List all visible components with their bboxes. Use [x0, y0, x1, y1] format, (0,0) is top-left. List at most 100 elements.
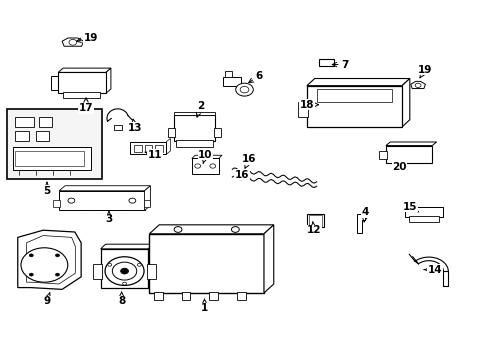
Polygon shape [51, 76, 58, 90]
Bar [143, 201, 150, 207]
Text: 19: 19 [417, 64, 431, 78]
Bar [39, 117, 52, 127]
Bar [378, 151, 386, 159]
Circle shape [235, 83, 253, 96]
Polygon shape [144, 186, 150, 211]
Circle shape [69, 40, 77, 45]
Polygon shape [149, 225, 273, 234]
Bar [93, 264, 102, 279]
Circle shape [194, 164, 200, 168]
Circle shape [56, 254, 60, 257]
Bar [176, 140, 212, 147]
Polygon shape [264, 225, 273, 293]
Bar [308, 215, 322, 226]
Bar [209, 292, 218, 300]
Bar [154, 292, 162, 300]
Bar [144, 145, 152, 152]
Polygon shape [62, 38, 83, 46]
Bar [15, 131, 29, 140]
Polygon shape [18, 230, 81, 289]
Circle shape [68, 198, 75, 203]
Polygon shape [26, 235, 75, 284]
Bar [134, 145, 142, 152]
Text: 1: 1 [201, 299, 208, 314]
Bar [130, 141, 166, 154]
Text: 3: 3 [105, 211, 112, 224]
Text: 14: 14 [423, 265, 441, 275]
Polygon shape [401, 78, 409, 127]
Polygon shape [106, 68, 111, 93]
Text: 12: 12 [306, 222, 320, 235]
Text: 9: 9 [43, 293, 50, 306]
Bar [13, 147, 91, 170]
Bar [408, 216, 438, 222]
Bar [167, 128, 174, 137]
Bar [101, 249, 148, 288]
Text: 2: 2 [196, 102, 204, 117]
Circle shape [107, 264, 111, 266]
Bar [222, 77, 241, 86]
Bar [405, 207, 443, 217]
Bar [318, 59, 333, 66]
Bar [63, 93, 100, 98]
Circle shape [105, 257, 144, 285]
Bar [15, 150, 83, 166]
Circle shape [231, 226, 239, 232]
Text: 16: 16 [234, 170, 249, 180]
Polygon shape [385, 142, 436, 145]
Circle shape [137, 264, 141, 266]
Text: 15: 15 [402, 202, 417, 212]
Text: 16: 16 [242, 154, 256, 168]
Text: 8: 8 [118, 292, 125, 306]
Circle shape [29, 273, 33, 276]
Bar [155, 145, 163, 152]
Polygon shape [148, 244, 153, 288]
Polygon shape [58, 68, 111, 72]
Polygon shape [306, 78, 409, 86]
Text: 4: 4 [361, 207, 368, 222]
Text: 18: 18 [299, 100, 318, 110]
Circle shape [240, 86, 248, 93]
Bar [306, 214, 324, 227]
Bar [214, 128, 221, 137]
Bar [53, 201, 60, 207]
Bar [298, 102, 307, 117]
Polygon shape [356, 214, 365, 233]
Bar [237, 292, 245, 300]
Circle shape [29, 254, 33, 257]
Circle shape [129, 198, 136, 203]
Circle shape [414, 83, 420, 87]
Polygon shape [101, 244, 153, 249]
Circle shape [209, 164, 215, 168]
Bar [224, 71, 231, 77]
Bar [191, 158, 218, 174]
Text: 20: 20 [391, 162, 406, 172]
Polygon shape [166, 138, 170, 154]
Bar [36, 131, 49, 140]
Text: 10: 10 [198, 150, 212, 163]
Circle shape [174, 226, 182, 232]
Circle shape [121, 268, 128, 274]
Bar [149, 234, 264, 293]
Circle shape [21, 248, 68, 282]
Bar [173, 112, 215, 116]
Polygon shape [410, 81, 425, 89]
Circle shape [56, 273, 60, 276]
Text: 13: 13 [127, 119, 142, 133]
Bar [15, 117, 34, 127]
Text: 17: 17 [79, 98, 93, 113]
Bar [59, 191, 144, 211]
Text: 6: 6 [248, 71, 262, 82]
Circle shape [112, 262, 137, 280]
Bar [181, 292, 190, 300]
Bar [7, 109, 102, 179]
Text: 11: 11 [144, 150, 162, 160]
Bar [306, 86, 401, 127]
Bar [385, 145, 431, 163]
Bar [173, 116, 215, 140]
Text: 5: 5 [43, 183, 51, 196]
Bar [58, 72, 106, 93]
Polygon shape [191, 155, 222, 158]
Circle shape [122, 282, 126, 285]
Text: 19: 19 [77, 33, 98, 43]
